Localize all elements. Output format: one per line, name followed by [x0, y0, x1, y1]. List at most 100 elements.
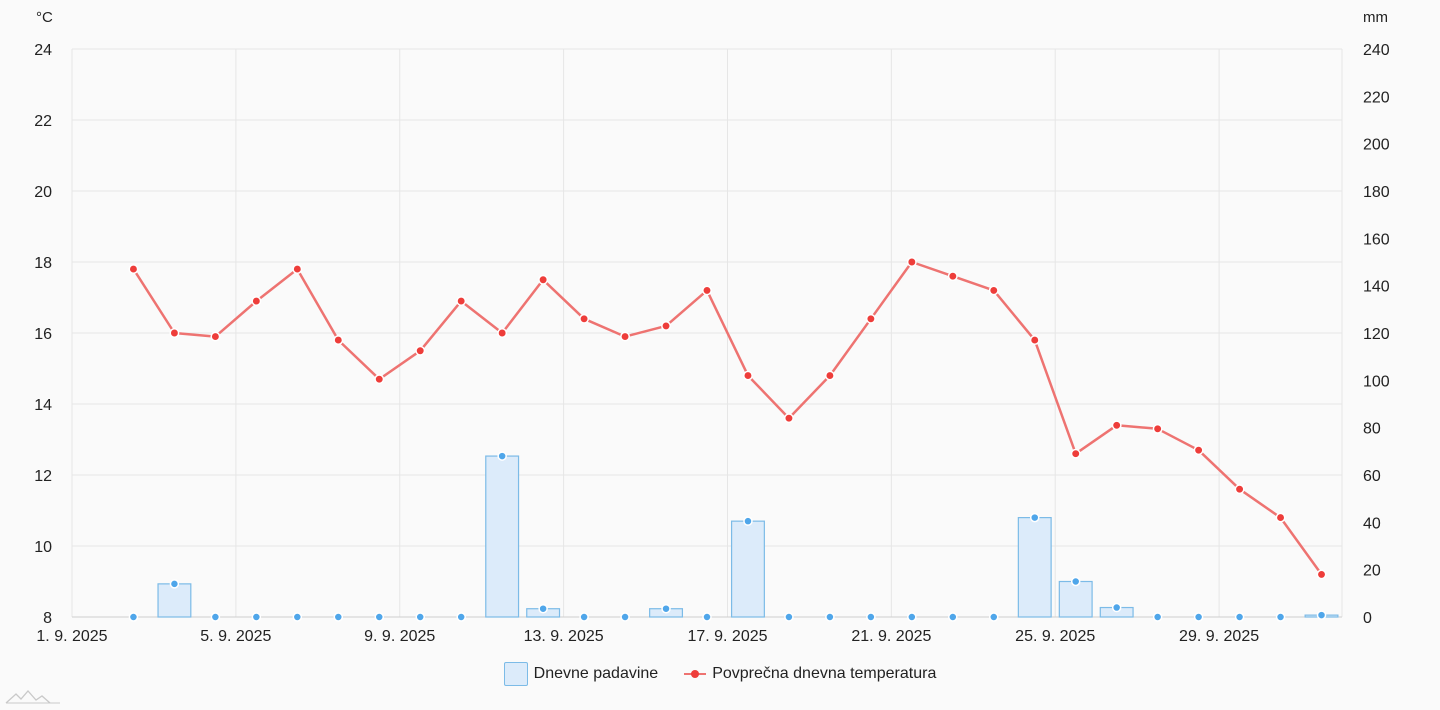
precipitation-bars [157, 455, 1339, 618]
bar-swatch-icon [503, 662, 528, 686]
y-right-tick-label: 180 [1363, 184, 1390, 201]
precipitation-point [1029, 512, 1040, 523]
x-tick-label: 21. 9. 2025 [851, 628, 931, 645]
temperature-point [1275, 512, 1286, 523]
precipitation-point [538, 603, 548, 614]
temperature-point [620, 331, 631, 342]
precipitation-point [497, 451, 507, 461]
y-right-tick-label: 140 [1363, 279, 1390, 296]
precipitation-point [333, 612, 344, 622]
precipitation-point [989, 612, 999, 622]
temperature-point [579, 313, 590, 324]
x-tick-label: 5. 9. 2025 [200, 628, 271, 645]
temperature-point [865, 313, 876, 324]
y-right-tick-label: 160 [1363, 231, 1390, 248]
y-right-tick-label: 220 [1363, 89, 1390, 106]
mountain-logo-icon [5, 690, 60, 704]
y-right-tick-label: 120 [1363, 326, 1390, 343]
legend-label-precipitation: Dnevne padavine [533, 665, 659, 682]
precipitation-bar [730, 520, 765, 618]
y-right-tick-label: 0 [1363, 610, 1372, 627]
precipitation-point [456, 612, 466, 622]
temperature-point [497, 328, 508, 338]
temperature-point [1029, 335, 1040, 346]
y-right-tick-label: 40 [1363, 515, 1381, 532]
temperature-point [1316, 569, 1327, 580]
precipitation-point [374, 612, 385, 622]
precipitation-point [825, 612, 835, 622]
y-left-tick-label: 14 [34, 397, 52, 414]
temperature-point [128, 264, 139, 275]
legend: Dnevne padavine Povprečna dnevna tempera… [0, 662, 1440, 686]
y-right-tick-label: 240 [1363, 42, 1390, 59]
temperature-point [1193, 445, 1204, 456]
precipitation-point [702, 612, 712, 622]
precipitation-point [784, 612, 794, 622]
precipitation-point [1316, 610, 1327, 620]
precipitation-point [1234, 612, 1245, 622]
temperature-point [906, 257, 917, 267]
precipitation-point [1111, 602, 1122, 613]
y-right-tick-label: 200 [1363, 137, 1390, 154]
precipitation-points [128, 451, 1327, 622]
y-right-tick-label: 100 [1363, 373, 1390, 390]
precipitation-point [169, 579, 180, 589]
precipitation-point [948, 612, 958, 622]
temperature-point [783, 413, 794, 424]
temperature-point [947, 271, 958, 282]
temperature-point [333, 335, 344, 346]
axes: 8101214161820222402040608010012014016018… [34, 42, 1390, 645]
x-tick-label: 9. 9. 2025 [364, 628, 435, 645]
temperature-points [128, 257, 1327, 580]
x-tick-label: 17. 9. 2025 [687, 628, 767, 645]
temperature-series-line [132, 260, 1323, 576]
temperature-point [169, 328, 180, 338]
y-left-tick-label: 22 [34, 113, 52, 130]
x-tick-label: 13. 9. 2025 [524, 628, 604, 645]
precipitation-point [866, 612, 876, 622]
y-right-unit: mm [1363, 9, 1388, 26]
precipitation-point [415, 612, 425, 622]
temperature-point [1070, 448, 1081, 459]
precipitation-point [1193, 612, 1204, 622]
precipitation-point [292, 612, 303, 622]
y-left-tick-label: 18 [34, 255, 52, 272]
y-right-tick-label: 80 [1363, 421, 1381, 438]
precipitation-point [743, 516, 753, 526]
temperature-point [374, 374, 385, 385]
precipitation-point [251, 612, 262, 622]
precipitation-point [1275, 612, 1286, 622]
temperature-point [661, 320, 671, 331]
precipitation-point [128, 612, 139, 622]
x-tick-label: 1. 9. 2025 [36, 628, 107, 645]
temperature-point [1234, 484, 1245, 495]
temperature-point [210, 331, 221, 342]
y-left-tick-label: 8 [43, 610, 52, 627]
temperature-point [456, 296, 467, 306]
precipitation-point [1152, 612, 1163, 622]
temperature-point [824, 370, 835, 381]
temperature-point [1111, 420, 1122, 431]
y-left-tick-label: 16 [34, 326, 52, 343]
legend-item-precipitation[interactable]: Dnevne padavine [503, 662, 659, 686]
x-tick-label: 29. 9. 2025 [1179, 628, 1259, 645]
temperature-point [988, 285, 999, 296]
precipitation-bar [1058, 580, 1093, 618]
legend-label-temperature: Povprečna dnevna temperatura [712, 665, 937, 682]
precipitation-point [661, 603, 671, 614]
chart: 8101214161820222402040608010012014016018… [34, 9, 1390, 645]
y-right-tick-label: 20 [1363, 563, 1381, 580]
temperature-point [538, 274, 549, 285]
temperature-point [292, 264, 303, 275]
legend-item-temperature[interactable]: Povprečna dnevna temperatura [684, 665, 936, 683]
grid [71, 48, 1343, 618]
precipitation-bar [485, 455, 520, 618]
y-left-unit: °C [36, 9, 53, 26]
temperature-line [132, 260, 1323, 576]
temperature-point [1152, 423, 1163, 434]
x-tick-label: 25. 9. 2025 [1015, 628, 1095, 645]
line-swatch-icon [684, 668, 707, 680]
precipitation-point [1070, 576, 1081, 587]
y-right-tick-label: 60 [1363, 468, 1381, 485]
precipitation-bar [1017, 516, 1052, 618]
